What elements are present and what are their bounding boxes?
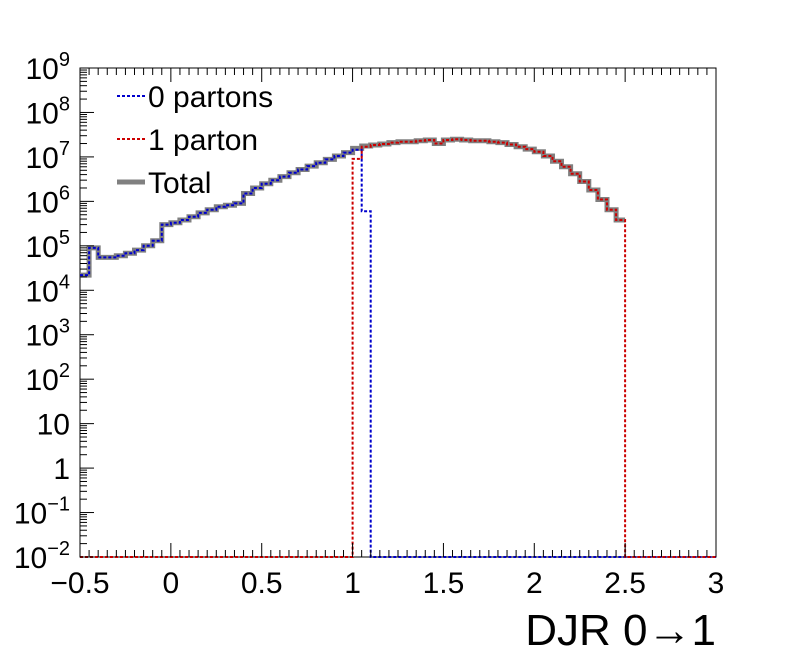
y-tick-label: 10−1 (14, 494, 70, 531)
y-tick-label: 10−2 (14, 538, 70, 575)
y-tick-label: 109 (26, 49, 71, 86)
legend-label-0-partons: 0 partons (148, 81, 273, 114)
x-tick-label: 3 (708, 567, 725, 600)
y-tick-label: 104 (26, 271, 71, 308)
y-tick-label: 10 (37, 409, 70, 442)
y-tick-label: 103 (26, 316, 71, 353)
x-tick-label: 0.5 (241, 567, 283, 600)
y-tick-label: 105 (26, 227, 71, 264)
legend-label-1-parton: 1 parton (148, 124, 258, 157)
legend-label-total: Total (148, 167, 211, 200)
x-tick-label: 0 (163, 567, 180, 600)
x-tick-label: 1.5 (423, 567, 465, 600)
y-axis: 10−2 10−1 1 10 102 103 104 105 106 107 108 109 (14, 49, 94, 575)
x-tick-label: 1 (344, 567, 361, 600)
x-tick-label: 2 (526, 567, 543, 600)
histogram-series-group (80, 136, 716, 558)
series-line-1-parton (80, 138, 716, 558)
x-axis-title: DJR 0→1 (525, 606, 716, 655)
x-tick-label: −0.5 (50, 567, 109, 600)
series-line-0-partons (80, 148, 716, 558)
x-axis: −0.5 0 0.5 1 1.5 2 2.5 3 (50, 68, 724, 600)
y-tick-label: 102 (26, 360, 71, 397)
y-tick-label: 1 (53, 453, 70, 486)
y-tick-label: 107 (26, 138, 71, 175)
x-tick-label: 2.5 (604, 567, 646, 600)
y-tick-label: 106 (26, 182, 71, 219)
legend: 0 partons 1 parton Total (117, 81, 273, 200)
y-tick-label: 108 (26, 93, 71, 130)
